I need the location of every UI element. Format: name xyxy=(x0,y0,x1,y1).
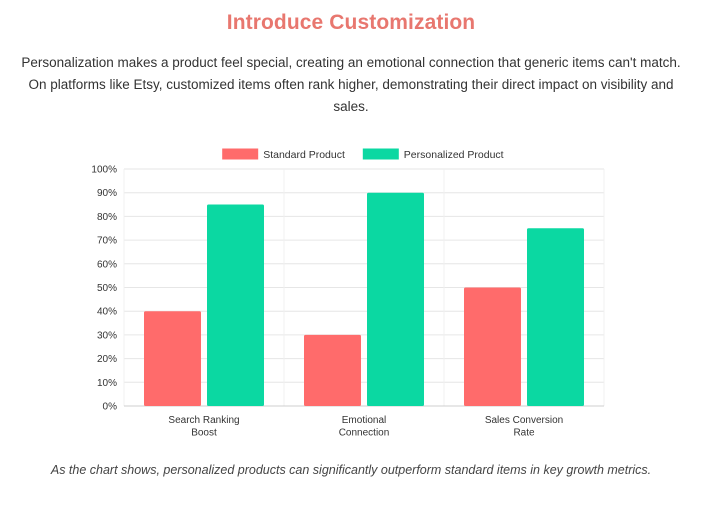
intro-paragraph: Personalization makes a product feel spe… xyxy=(21,55,681,114)
bar-personalized xyxy=(207,204,264,406)
legend-swatch xyxy=(362,148,399,160)
bar-personalized xyxy=(527,228,584,406)
y-tick-label: 0% xyxy=(103,402,118,413)
legend-label: Standard Product xyxy=(263,149,345,161)
legend-swatch xyxy=(222,148,259,160)
x-tick-label: Connection xyxy=(339,428,390,439)
chart-container: 0% 10% 20% 30% 40% 50% 60% 70% 80% 90% 100% Search … xyxy=(0,138,702,448)
page-title: Introduce Customization xyxy=(226,11,476,34)
bar-personalized xyxy=(367,192,424,406)
bar-chart: 0% 10% 20% 30% 40% 50% 60% 70% 80% 90% 100% Search … xyxy=(91,148,605,439)
bar-standard xyxy=(464,287,521,406)
x-tick-label: Emotional xyxy=(342,415,386,426)
x-tick-label: Boost xyxy=(191,428,217,439)
y-tick-label: 20% xyxy=(97,354,117,365)
y-tick-label: 10% xyxy=(97,378,117,389)
legend-label: Personalized Product xyxy=(404,149,504,161)
x-tick-label: Rate xyxy=(513,428,535,439)
y-tick-label: 30% xyxy=(97,330,117,341)
x-tick-label: Sales Conversion xyxy=(485,415,563,426)
chart-footnote: As the chart shows, personalized product… xyxy=(50,463,652,477)
y-tick-label: 100% xyxy=(91,165,117,176)
y-tick-label: 60% xyxy=(97,259,117,270)
y-tick-label: 80% xyxy=(97,212,117,223)
y-tick-label: 70% xyxy=(97,236,117,247)
y-tick-label: 40% xyxy=(97,307,117,318)
bar-standard xyxy=(304,334,361,406)
y-tick-label: 90% xyxy=(97,188,117,199)
x-tick-label: Search Ranking xyxy=(168,415,239,426)
bar-standard xyxy=(144,311,201,406)
y-tick-label: 50% xyxy=(97,283,117,294)
